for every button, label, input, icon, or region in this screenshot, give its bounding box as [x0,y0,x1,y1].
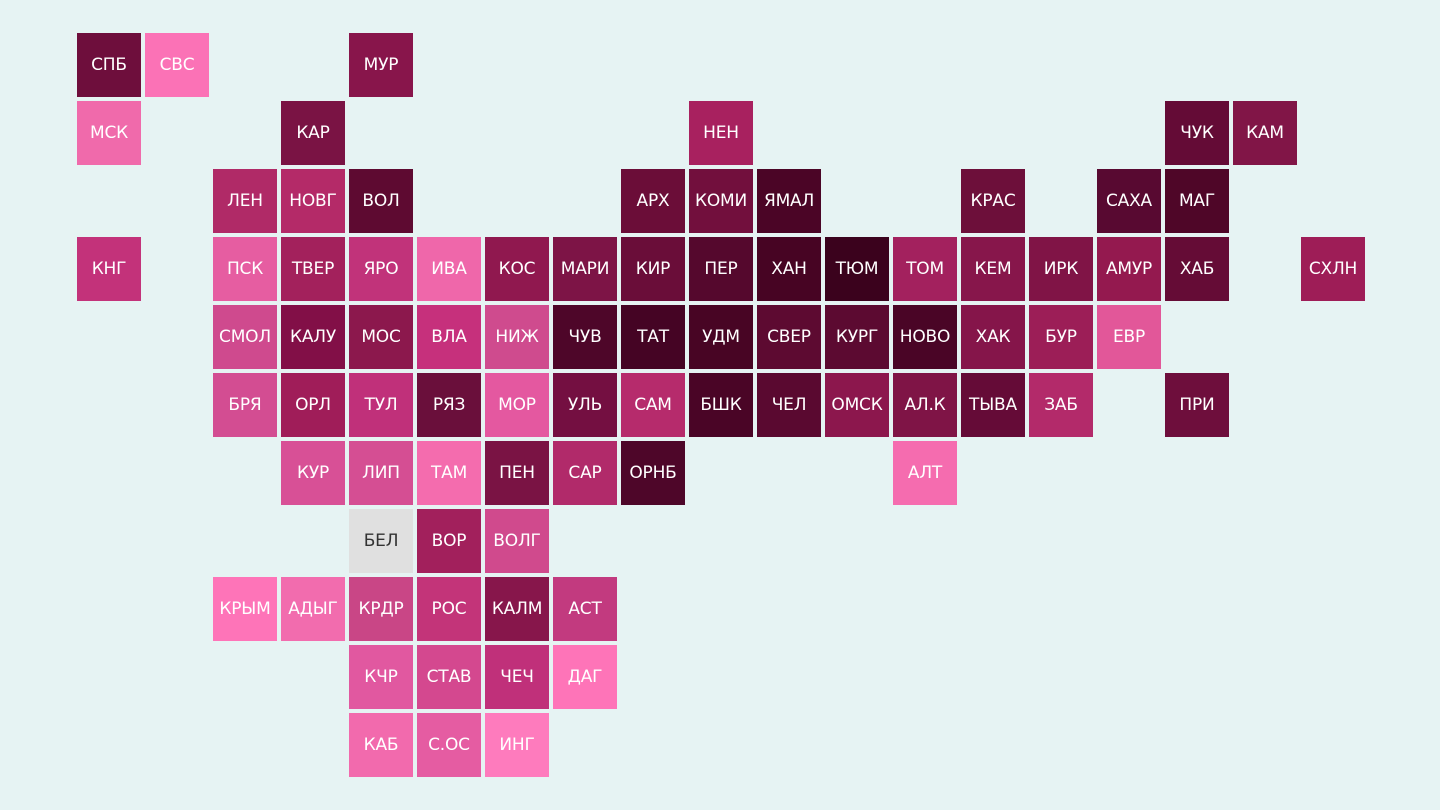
region-tile: РЯЗ [417,373,481,437]
region-tile: КРДР [349,577,413,641]
region-tile: КАЛМ [485,577,549,641]
region-tile: ДАГ [553,645,617,709]
region-tile: КЧР [349,645,413,709]
region-tile: КЕМ [961,237,1025,301]
region-tile: КАМ [1233,101,1297,165]
region-tile: ЗАБ [1029,373,1093,437]
region-tile: СВС [145,33,209,97]
region-tile: СВЕР [757,305,821,369]
region-tile: САХА [1097,169,1161,233]
region-tile: БШК [689,373,753,437]
region-tile: САР [553,441,617,505]
region-tile: АРХ [621,169,685,233]
region-tile: КАЛУ [281,305,345,369]
region-tile: ПЕН [485,441,549,505]
region-tile: ХАК [961,305,1025,369]
region-tile: ТЮМ [825,237,889,301]
region-tile: КИР [621,237,685,301]
region-tile: ИВА [417,237,481,301]
region-tile: ЕВР [1097,305,1161,369]
region-tile: КРЫМ [213,577,277,641]
region-tile: ПЕР [689,237,753,301]
region-tile: КУРГ [825,305,889,369]
region-tile: ИРК [1029,237,1093,301]
region-tile: ВЛА [417,305,481,369]
region-tile: СПБ [77,33,141,97]
region-tile: ТАМ [417,441,481,505]
region-tile: КОМИ [689,169,753,233]
region-tile: МОР [485,373,549,437]
region-tile: МОС [349,305,413,369]
region-tile: АМУР [1097,237,1161,301]
region-tile: МУР [349,33,413,97]
region-tile: КАБ [349,713,413,777]
region-tile: МСК [77,101,141,165]
region-tile: НОВО [893,305,957,369]
region-tile: БРЯ [213,373,277,437]
region-tile: АЛ.К [893,373,957,437]
region-tile: ХАБ [1165,237,1229,301]
region-tile: НЕН [689,101,753,165]
region-tile: СТАВ [417,645,481,709]
region-tile: ОРЛ [281,373,345,437]
region-tile: МАГ [1165,169,1229,233]
region-tile: ТВЕР [281,237,345,301]
region-tile: ХАН [757,237,821,301]
region-tile: ПСК [213,237,277,301]
region-tile: ТОМ [893,237,957,301]
region-tile: СМОЛ [213,305,277,369]
region-tile: ПРИ [1165,373,1229,437]
region-tile: ЯРО [349,237,413,301]
region-tile: РОС [417,577,481,641]
region-tile: КАР [281,101,345,165]
region-tile: УДМ [689,305,753,369]
region-tile: ЯМАЛ [757,169,821,233]
region-tile: СХЛН [1301,237,1365,301]
region-tile: АЛТ [893,441,957,505]
region-tile: АДЫГ [281,577,345,641]
region-tile: МАРИ [553,237,617,301]
region-tile: ТЫВА [961,373,1025,437]
region-tile: ТУЛ [349,373,413,437]
region-tile: АСТ [553,577,617,641]
region-tile: ВОЛГ [485,509,549,573]
region-tile: КРАС [961,169,1025,233]
region-tile: ВОР [417,509,481,573]
region-tile: БУР [1029,305,1093,369]
region-tile: НОВГ [281,169,345,233]
region-tile: ЛИП [349,441,413,505]
region-tile: С.ОС [417,713,481,777]
region-tile: НИЖ [485,305,549,369]
region-tile: БЕЛ [349,509,413,573]
region-tile: УЛЬ [553,373,617,437]
region-tile: САМ [621,373,685,437]
region-tile: КОС [485,237,549,301]
region-tile: КНГ [77,237,141,301]
region-tile: ЧУК [1165,101,1229,165]
region-tile: ЧЕЛ [757,373,821,437]
region-tile: ТАТ [621,305,685,369]
region-tile: ОРНБ [621,441,685,505]
region-tile: ВОЛ [349,169,413,233]
region-tile: ОМСК [825,373,889,437]
region-tile: ЧЕЧ [485,645,549,709]
region-tile: ЛЕН [213,169,277,233]
region-tile: ЧУВ [553,305,617,369]
region-tile: КУР [281,441,345,505]
region-tile: ИНГ [485,713,549,777]
